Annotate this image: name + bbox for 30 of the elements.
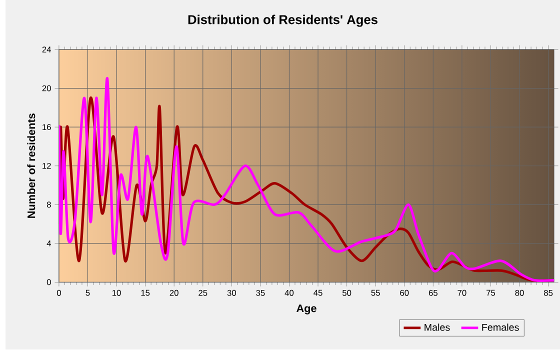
x-tick-label: 20 [170,290,178,296]
x-tick-label: 65 [428,290,438,296]
x-tick-label: 55 [371,290,380,296]
x-tick-label: 25 [198,290,208,296]
legend-label: Females [482,324,519,332]
y-axis-title: Number of residents [27,114,36,218]
x-tick-label: 5 [86,290,90,296]
x-tick-label: 50 [342,290,352,296]
x-tick-label: 30 [227,290,236,296]
x-tick-label: 85 [544,290,553,296]
y-tick-label: 4 [46,240,52,247]
chart-title: Distribution of Residents' Ages [188,15,378,28]
legend-label: Males [424,324,450,332]
y-tick-label: 12 [42,163,51,170]
x-tick-label: 10 [112,290,121,296]
x-tick-label: 45 [314,290,322,296]
x-tick-label: 40 [284,290,294,296]
y-tick-label: 0 [46,279,51,286]
y-tick-label: 20 [42,86,51,92]
x-axis-title: Age [296,304,316,315]
x-tick-label: 35 [256,290,265,296]
x-tick-label: 70 [458,290,466,296]
y-tick-label: 8 [46,202,51,208]
y-tick-label: 24 [42,46,52,53]
x-tick-label: 80 [515,290,524,296]
x-tick-label: 75 [486,290,496,296]
x-tick-label: 0 [56,290,61,296]
y-tick-label: 16 [42,124,51,130]
x-tick-label: 60 [400,290,409,296]
x-tick-label: 15 [141,290,150,296]
